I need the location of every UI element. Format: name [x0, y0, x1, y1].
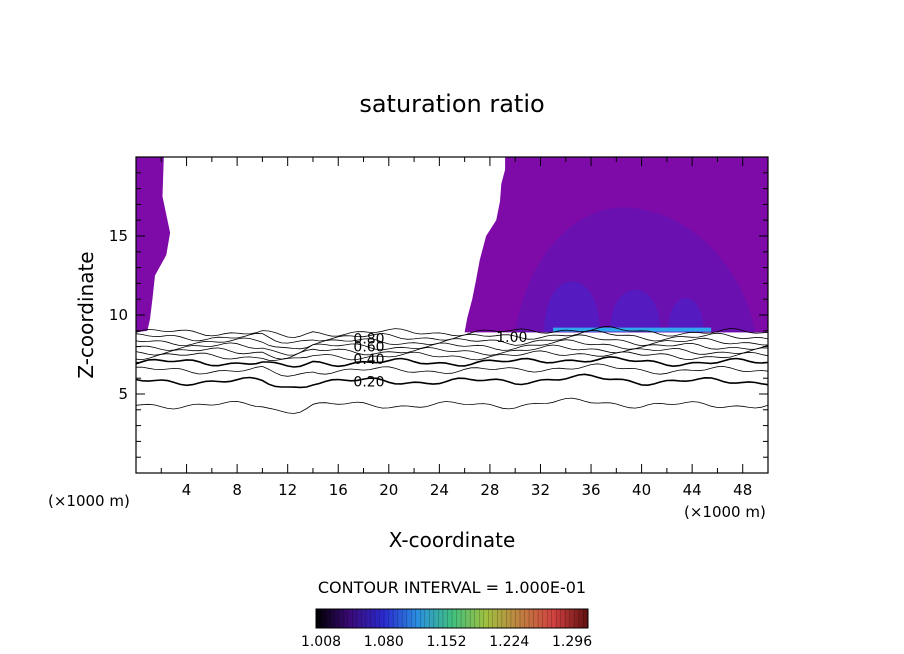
x-unit-right: (×1000 m): [684, 503, 766, 521]
x-unit-left: (×1000 m): [48, 492, 130, 510]
contour-line: [135, 344, 769, 360]
high-supersaturation-plume: [544, 281, 600, 333]
colorbar-tick-label: 1.296: [552, 634, 592, 650]
chart-title: saturation ratio: [359, 90, 544, 118]
contour-line: [135, 355, 769, 368]
saturation-fills: [136, 157, 768, 333]
contour-label: 0.20: [353, 374, 384, 390]
contour-lines: [135, 326, 769, 414]
contour-labels: 0.800.600.40 0.20 1.00: [353, 330, 527, 390]
contour-line: [135, 373, 769, 389]
colorbar-stripes: [320, 609, 584, 628]
x-tick-label: 48: [733, 481, 752, 499]
x-tick-label: 8: [232, 481, 242, 499]
contour-line: [135, 326, 769, 339]
contour-line: [135, 334, 769, 350]
y-axis-label: Z-coordinate: [74, 251, 98, 378]
colorbar-tick-label: 1.224: [489, 634, 529, 650]
contour-label: 0.80: [353, 332, 384, 348]
x-tick-label: 40: [632, 481, 651, 499]
x-tick-label: 4: [182, 481, 192, 499]
peak-supersaturation-band: [553, 327, 712, 332]
left-supersaturation-region: [136, 157, 171, 333]
contour-interval: CONTOUR INTERVAL = 1.000E-01: [318, 578, 586, 597]
contour-line: [135, 339, 769, 356]
contour-label: 0.40: [353, 352, 384, 368]
colorbar-tick-labels: 1.008 1.080 1.152 1.224 1.296: [301, 634, 592, 650]
contour-line: [135, 397, 769, 414]
colorbar-tick-label: 1.008: [301, 634, 341, 650]
high-supersaturation-plume: [610, 289, 661, 333]
x-tick-label: 16: [329, 481, 348, 499]
y-tick-label: 15: [109, 227, 128, 245]
x-tick-label: 24: [430, 481, 449, 499]
contour-line: [135, 350, 769, 361]
colorbar-tick-label: 1.152: [426, 634, 466, 650]
contour-label: 1.00: [496, 330, 527, 346]
x-axis-label: X-coordinate: [389, 528, 516, 552]
x-tick-label: 12: [278, 481, 297, 499]
y-tick-label: 10: [109, 306, 128, 324]
x-tick-label: 28: [480, 481, 499, 499]
contour-line: [135, 363, 769, 377]
x-tick-label: 32: [531, 481, 550, 499]
x-tick-label: 36: [581, 481, 600, 499]
x-tick-label: 20: [379, 481, 398, 499]
contour-label: 0.60: [353, 340, 384, 356]
y-tick-label: 5: [118, 385, 128, 403]
colorbar-tick-label: 1.080: [364, 634, 404, 650]
high-supersaturation-plume: [668, 298, 704, 333]
x-tick-label: 44: [683, 481, 702, 499]
